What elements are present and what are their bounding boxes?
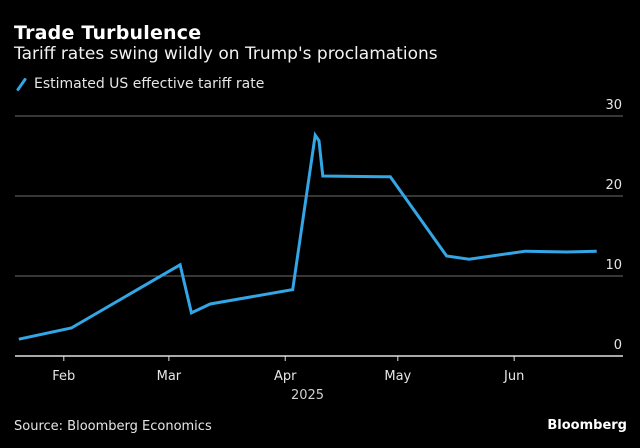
bloomberg-logo: Bloomberg <box>547 418 627 433</box>
y-tick-label: 20 <box>605 178 622 193</box>
x-tick-label: Jun <box>503 369 524 384</box>
legend: Estimated US effective tariff rate <box>14 76 264 92</box>
x-axis: Feb Mar Apr May Jun 2025 <box>15 355 623 403</box>
y-tick-label: 10 <box>605 258 622 273</box>
y-tick-label: 0 <box>614 338 622 353</box>
source-note: Source: Bloomberg Economics <box>14 419 212 434</box>
series-line <box>18 131 597 341</box>
x-tick-label: Feb <box>52 369 75 384</box>
gridlines <box>15 115 623 277</box>
legend-label: Estimated US effective tariff rate <box>34 76 265 92</box>
chart-title: Trade Turbulence <box>14 22 202 44</box>
x-tick-label: May <box>384 369 411 384</box>
chart-subtitle: Tariff rates swing wildly on Trump's pro… <box>14 44 438 64</box>
y-tick-label: 30 <box>605 98 622 113</box>
x-tick-label: Apr <box>274 369 297 384</box>
x-axis-year-label: 2025 <box>291 388 324 403</box>
series-group <box>18 131 597 341</box>
x-tick-label: Mar <box>157 369 182 384</box>
y-axis: 0 10 20 30 <box>605 98 622 353</box>
